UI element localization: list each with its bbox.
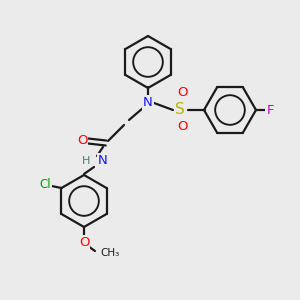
Text: F: F — [266, 103, 274, 116]
Text: N: N — [143, 97, 153, 110]
Text: O: O — [178, 121, 188, 134]
Text: H: H — [82, 156, 90, 166]
Text: O: O — [77, 134, 87, 148]
Text: Cl: Cl — [40, 178, 51, 191]
Text: S: S — [175, 103, 185, 118]
Text: CH₃: CH₃ — [100, 248, 119, 258]
Text: O: O — [178, 86, 188, 100]
Text: O: O — [79, 236, 89, 250]
Text: N: N — [98, 154, 108, 167]
